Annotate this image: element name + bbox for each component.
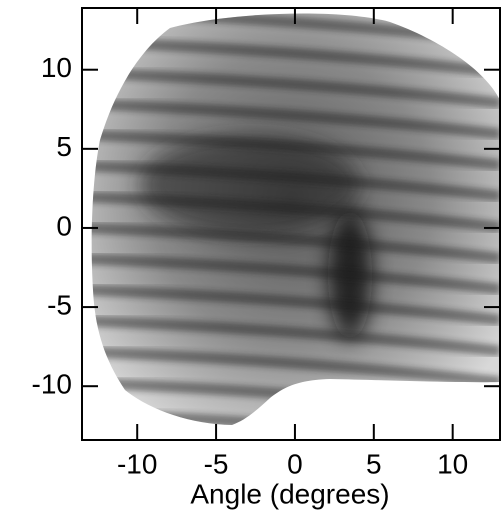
y-tick-label: -5 bbox=[47, 289, 72, 320]
fringe bbox=[91, 284, 501, 326]
plot-frame bbox=[81, 7, 501, 441]
diffraction-image bbox=[91, 13, 501, 426]
x-tick-label: 5 bbox=[366, 448, 382, 479]
y-tick-label: 5 bbox=[56, 131, 72, 162]
x-tick-label: 0 bbox=[287, 448, 303, 479]
fringe bbox=[91, 222, 501, 264]
fringe bbox=[91, 191, 501, 233]
fringe bbox=[91, 315, 501, 357]
x-tick-label: 10 bbox=[437, 448, 468, 479]
fringe bbox=[91, 98, 501, 140]
x-tick-label: -5 bbox=[204, 448, 229, 479]
fringe bbox=[91, 67, 501, 109]
fringe bbox=[91, 160, 501, 202]
x-axis-label: Angle (degrees) bbox=[190, 478, 389, 509]
fringe bbox=[91, 129, 501, 171]
y-tick-label: 0 bbox=[56, 210, 72, 241]
x-tick-label: -10 bbox=[117, 448, 157, 479]
fringe bbox=[91, 346, 501, 388]
y-tick-label: 10 bbox=[41, 52, 72, 83]
y-tick-label: -10 bbox=[32, 369, 72, 400]
fringe bbox=[91, 253, 501, 295]
